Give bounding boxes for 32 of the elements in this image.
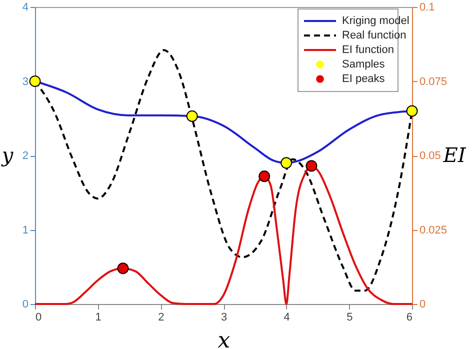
point (280, 157, 292, 169)
point (117, 262, 129, 274)
y-tick-label: 4 (22, 2, 28, 14)
y2-tick-label: 0.075 (420, 76, 448, 88)
x-tick-label: 0 (36, 312, 42, 324)
point (29, 76, 41, 87)
point (406, 105, 418, 117)
y2-tick-label: 0.05 (420, 150, 441, 162)
y2-tick-label: 0.025 (420, 224, 448, 236)
point (186, 110, 198, 122)
x-axis-title: x (218, 328, 231, 349)
y2-tick-label: 0 (420, 298, 426, 310)
y-tick-label: 0 (22, 298, 28, 310)
point (306, 160, 318, 172)
x-tick-label: 2 (158, 312, 164, 324)
y2-tick-label: 0.1 (420, 2, 435, 14)
y-tick-label: 1 (22, 224, 28, 236)
y-axis-title: y (0, 143, 14, 167)
legend-label: EI function (342, 44, 394, 56)
y2-axis-title: EI (442, 143, 467, 167)
y-tick-label: 3 (22, 76, 28, 88)
y-tick-label: 2 (22, 150, 28, 162)
legend-label: Samples (342, 58, 386, 70)
legend-label: Kriging model (342, 15, 410, 27)
x-tick-label: 5 (346, 312, 353, 324)
legend-label: Real function (342, 30, 406, 42)
x-tick-label: 4 (284, 312, 290, 324)
x-tick-label: 3 (220, 312, 228, 324)
point (258, 170, 270, 182)
legend-label: EI peaks (342, 73, 386, 85)
x-tick-label: 6 (406, 312, 412, 324)
x-tick-label: 1 (95, 312, 102, 324)
